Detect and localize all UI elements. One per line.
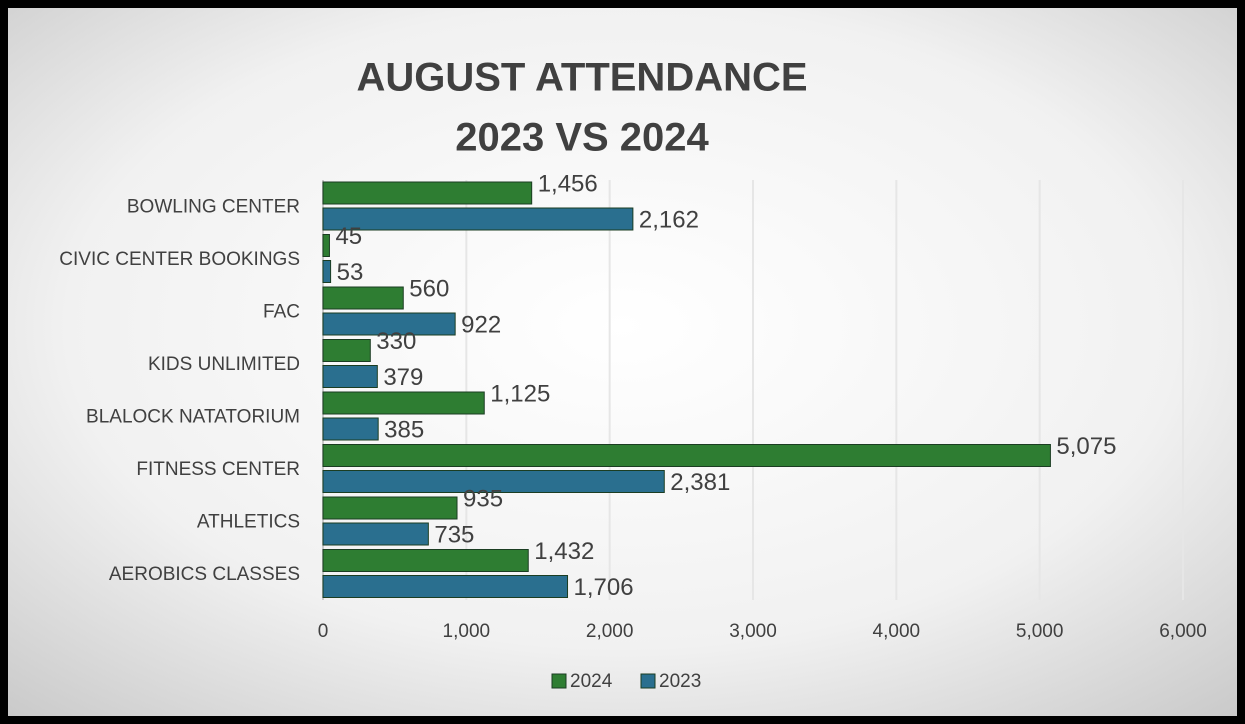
legend-swatch <box>551 673 567 689</box>
bar <box>322 417 379 441</box>
data-label: 735 <box>434 521 474 548</box>
bar <box>322 522 429 546</box>
x-tick-label: 0 <box>318 621 329 642</box>
data-label: 330 <box>376 328 416 355</box>
bar <box>322 575 569 598</box>
chart-title: AUGUST ATTENDANCE <box>356 56 807 100</box>
data-label: 379 <box>383 364 423 391</box>
y-tick-label: FAC <box>263 301 300 322</box>
y-tick-label: BLALOCK NATATORIUM <box>86 406 300 427</box>
data-label: 935 <box>463 485 503 512</box>
x-tick-label: 5,000 <box>1016 621 1064 642</box>
bar <box>322 260 332 283</box>
x-tick-label: 2,000 <box>586 621 634 642</box>
data-label: 1,706 <box>574 574 634 601</box>
data-label: 922 <box>461 311 501 338</box>
legend-swatch <box>640 673 656 689</box>
data-label: 5,075 <box>1056 433 1116 460</box>
bar <box>322 234 330 257</box>
bar <box>322 549 529 572</box>
bar <box>322 496 458 520</box>
bar <box>322 470 665 493</box>
x-tick-label: 3,000 <box>729 621 777 642</box>
bar <box>322 339 371 362</box>
y-tick-label: AEROBICS CLASSES <box>109 564 300 585</box>
data-label: 385 <box>384 416 424 443</box>
x-tick-label: 1,000 <box>443 621 491 642</box>
data-label: 53 <box>337 259 364 286</box>
data-label: 45 <box>335 223 362 250</box>
bar <box>322 365 378 388</box>
y-tick-label: CIVIC CENTER BOOKINGS <box>59 249 300 270</box>
data-label: 560 <box>409 275 449 302</box>
legend-label: 2024 <box>570 671 613 692</box>
y-tick-label: BOWLING CENTER <box>127 196 300 217</box>
bar <box>322 207 634 231</box>
x-tick-label: 4,000 <box>873 621 921 642</box>
bar <box>322 181 533 205</box>
bar <box>322 391 485 415</box>
chart-title: 2023 VS 2024 <box>455 116 709 160</box>
data-label: 1,432 <box>534 538 594 565</box>
x-tick-label: 6,000 <box>1159 621 1207 642</box>
y-tick-label: KIDS UNLIMITED <box>148 354 300 375</box>
legend-label: 2023 <box>659 671 701 692</box>
y-tick-label: FITNESS CENTER <box>136 459 300 480</box>
bar <box>322 312 456 336</box>
y-tick-label: ATHLETICS <box>197 511 300 532</box>
data-label: 1,125 <box>490 380 550 407</box>
data-label: 2,381 <box>670 469 730 496</box>
bar <box>322 286 404 310</box>
bar <box>322 444 1051 467</box>
data-label: 2,162 <box>639 206 699 233</box>
data-label: 1,456 <box>538 170 598 197</box>
